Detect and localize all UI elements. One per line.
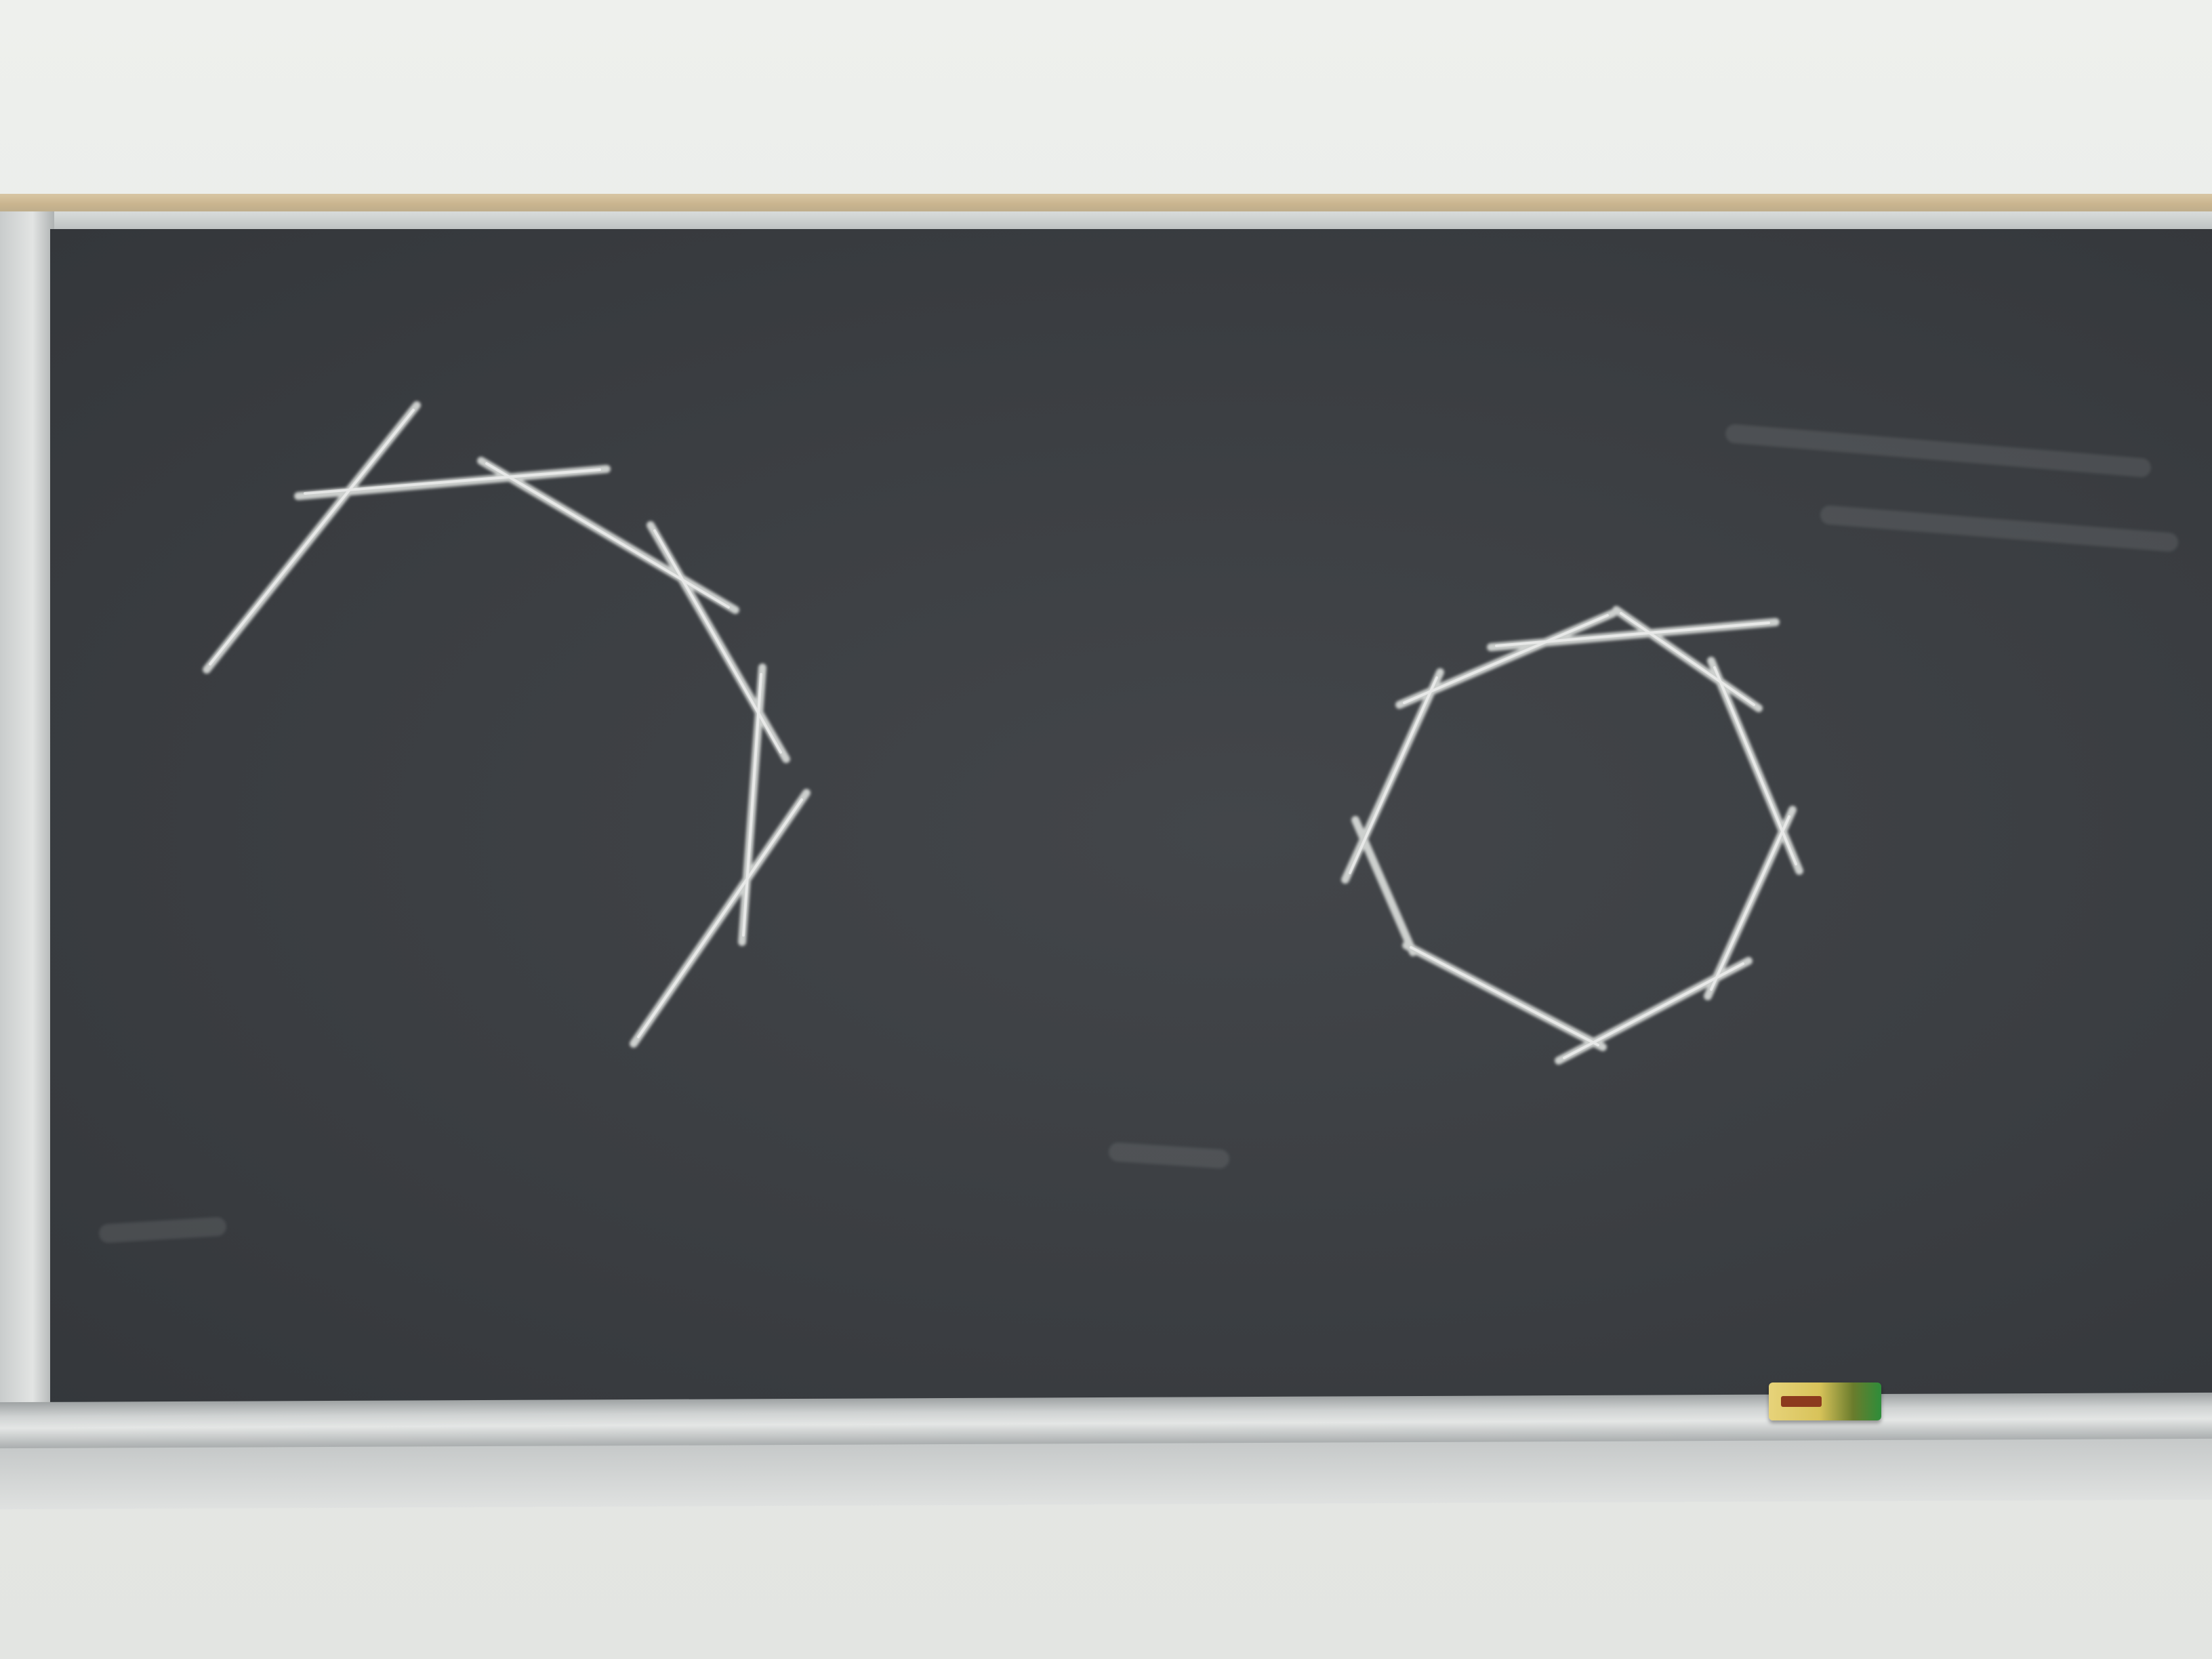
chalkboard xyxy=(50,229,2212,1430)
chalkboard-eraser xyxy=(1769,1382,1881,1420)
left-chalk-highlights xyxy=(209,409,803,1038)
chalk-tray-lip xyxy=(0,1438,2212,1510)
left-chalk-polygon xyxy=(203,401,811,1048)
board-frame-left xyxy=(0,211,54,1445)
erase-smudges xyxy=(99,424,2178,1243)
eraser-label-stripe xyxy=(1781,1396,1822,1407)
board-top-trim xyxy=(0,194,2212,211)
chalk-drawings xyxy=(99,401,2178,1243)
right-chalk-heptagon xyxy=(1341,606,1803,1065)
right-chalk-highlights xyxy=(1349,612,1797,1059)
